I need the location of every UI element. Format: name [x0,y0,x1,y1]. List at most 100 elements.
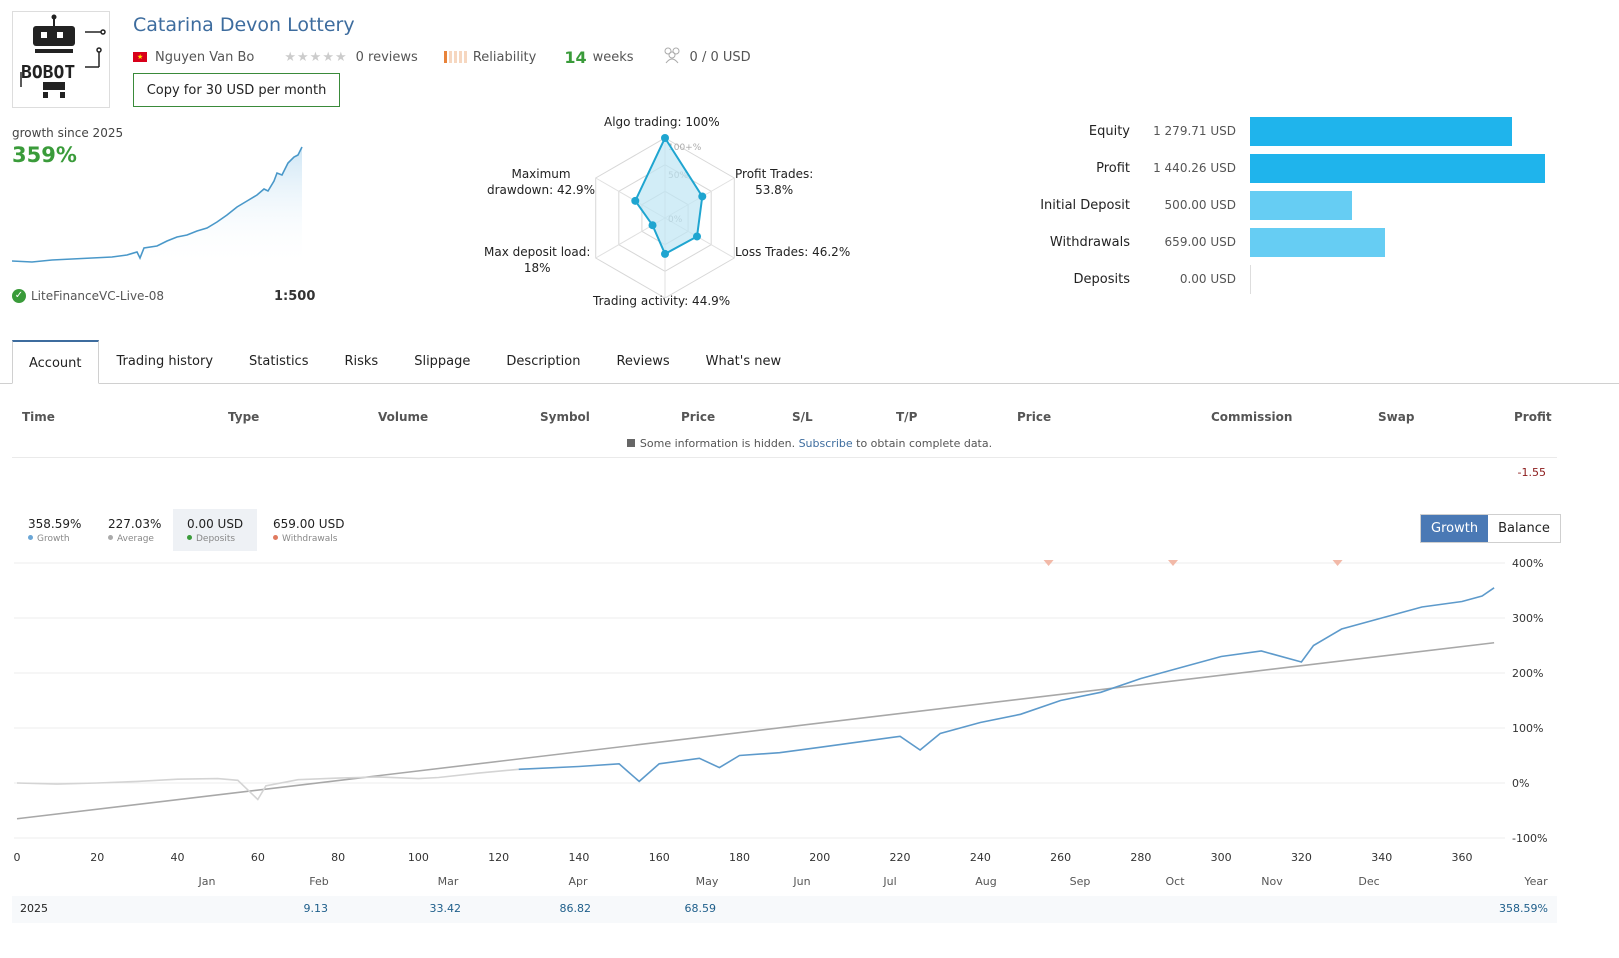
column-header[interactable]: Volume [378,410,429,424]
growth-toggle-button[interactable]: Growth [1421,515,1489,542]
withdrawal-marker-icon [1332,560,1343,566]
withdrawal-marker-icon [1043,560,1054,566]
chart-stat-value: 659.00 USD [273,517,345,531]
weeks-count: 14 [564,47,587,67]
tab-trading-history[interactable]: Trading history [116,354,214,369]
radar-load-label: Max deposit load: 18% [484,245,591,275]
reviews-count[interactable]: 0 reviews [355,49,418,65]
author-name[interactable]: Nguyen Van Bo [155,49,255,65]
x-tick-label: 340 [1371,851,1392,864]
month-label: May [696,875,719,888]
tab-reviews[interactable]: Reviews [616,354,670,369]
growth-line-history [16,768,519,801]
y-tick-label: 400% [1512,557,1543,570]
withdrawal-marker-icon [1168,560,1178,566]
column-header[interactable]: Swap [1378,410,1415,424]
radar-drawdown-label: Maximum drawdown: 42.9% [487,167,596,197]
radar-point [693,232,702,241]
month-label: Aug [975,875,996,888]
month-label: Feb [309,875,328,888]
subscribe-link[interactable]: Subscribe [798,437,853,450]
month-label: Apr [568,875,588,888]
column-header[interactable]: Time [22,410,55,424]
column-header[interactable]: Type [228,410,260,424]
balance-toggle-button[interactable]: Balance [1488,515,1560,542]
equity-bar [1250,227,1385,257]
x-tick-label: 360 [1452,851,1473,864]
leverage-value: 1:500 [274,289,316,304]
equity-row-name: Profit [1096,160,1130,176]
y-tick-label: 300% [1512,612,1543,625]
column-header[interactable]: Profit [1514,410,1552,424]
month-label: Mar [438,875,459,888]
radar-profit-label: Profit Trades: 53.8% [735,167,814,197]
column-header[interactable]: T/P [896,410,918,424]
column-header[interactable]: Symbol [540,410,590,424]
growth-chart: 400% 300% 200% 100% 0% -100% 0 20 40 60 80 100 120 14… [14,557,1549,888]
chart-stat-average[interactable]: 227.03% Average [94,509,175,551]
equity-row-name: Withdrawals [1049,234,1130,250]
x-tick-label: 220 [890,851,911,864]
equity-row-value: 659.00 USD [1164,235,1236,249]
x-tick-label: 20 [90,851,104,864]
chart-stat-growth[interactable]: 358.59% Growth [14,509,95,551]
copy-signal-button[interactable]: Copy for 30 USD per month [133,73,340,107]
tab-risks[interactable]: Risks [344,354,379,369]
broker-name[interactable]: LiteFinanceVC-Live-08 [31,289,165,303]
tab-slippage[interactable]: Slippage [414,354,471,369]
month-growth-value: 68.59 [684,902,717,915]
average-trend-line [16,641,1495,820]
month-label: Jan [198,875,216,888]
legend-dot-icon [187,535,192,540]
column-header[interactable]: Commission [1211,410,1293,424]
column-header[interactable]: S/L [792,410,813,424]
equity-row-value: 500.00 USD [1164,198,1236,212]
tab-description[interactable]: Description [506,354,581,369]
broker-server[interactable]: ✓ LiteFinanceVC-Live-08 [12,289,164,303]
equity-row-value: 0.00 USD [1179,272,1236,286]
month-label: Nov [1261,875,1283,888]
equity-row: Initial Deposit 500.00 USD [1010,190,1610,220]
column-header[interactable]: Price [1017,410,1052,424]
radar-activity-label: Trading activity: 44.9% [593,294,731,308]
legend-dot-icon [273,535,278,540]
month-label: Oct [1165,875,1185,888]
equity-row-name: Initial Deposit [1040,197,1130,213]
legend-dot-icon [28,535,33,540]
y-tick-label: 200% [1512,667,1543,680]
weeks-label: weeks [592,49,634,65]
radar-point [698,192,707,201]
growth-label: growth since 2025 [12,126,124,140]
equity-row: Profit 1 440.26 USD [1010,153,1610,183]
column-header[interactable]: Price [681,410,716,424]
equity-row-value: 1 440.26 USD [1153,161,1236,175]
x-tick-label: 60 [251,851,265,864]
equity-bar [1250,264,1251,294]
y-tick-label: 0% [1512,777,1529,790]
subscribers-icon [662,46,682,68]
vietnam-flag-icon [133,52,147,62]
chart-stat-withdrawals[interactable]: 659.00 USD Withdrawals [259,509,358,551]
month-label: Jul [882,875,896,888]
signal-title[interactable]: Catarina Devon Lottery [133,14,355,36]
x-tick-label: 180 [729,851,750,864]
chart-stat-value: 0.00 USD [187,517,244,531]
chart-stat-label: Growth [37,534,70,544]
robot-logo: BOBOT [12,11,110,108]
lock-icon [626,439,635,447]
tab-account[interactable]: Account [12,340,99,384]
month-label: Year [1523,875,1548,888]
tabs-divider [0,383,1619,384]
x-tick-label: 120 [488,851,509,864]
growth-value: 359% [12,143,77,167]
chart-stat-deposits[interactable]: 0.00 USD Deposits [173,509,258,551]
tab-bar: Account Trading history Statistics Risks Sli… [12,340,799,384]
equity-row: Withdrawals 659.00 USD [1010,227,1610,257]
year-total-value: 358.59% [1499,902,1548,915]
x-tick-label: 40 [171,851,185,864]
equity-row-name: Equity [1088,123,1130,139]
tab-what-s-new[interactable]: What's new [705,354,782,369]
month-growth-value: 33.42 [429,902,462,915]
tab-statistics[interactable]: Statistics [249,354,309,369]
equity-row-value: 1 279.71 USD [1153,124,1236,138]
